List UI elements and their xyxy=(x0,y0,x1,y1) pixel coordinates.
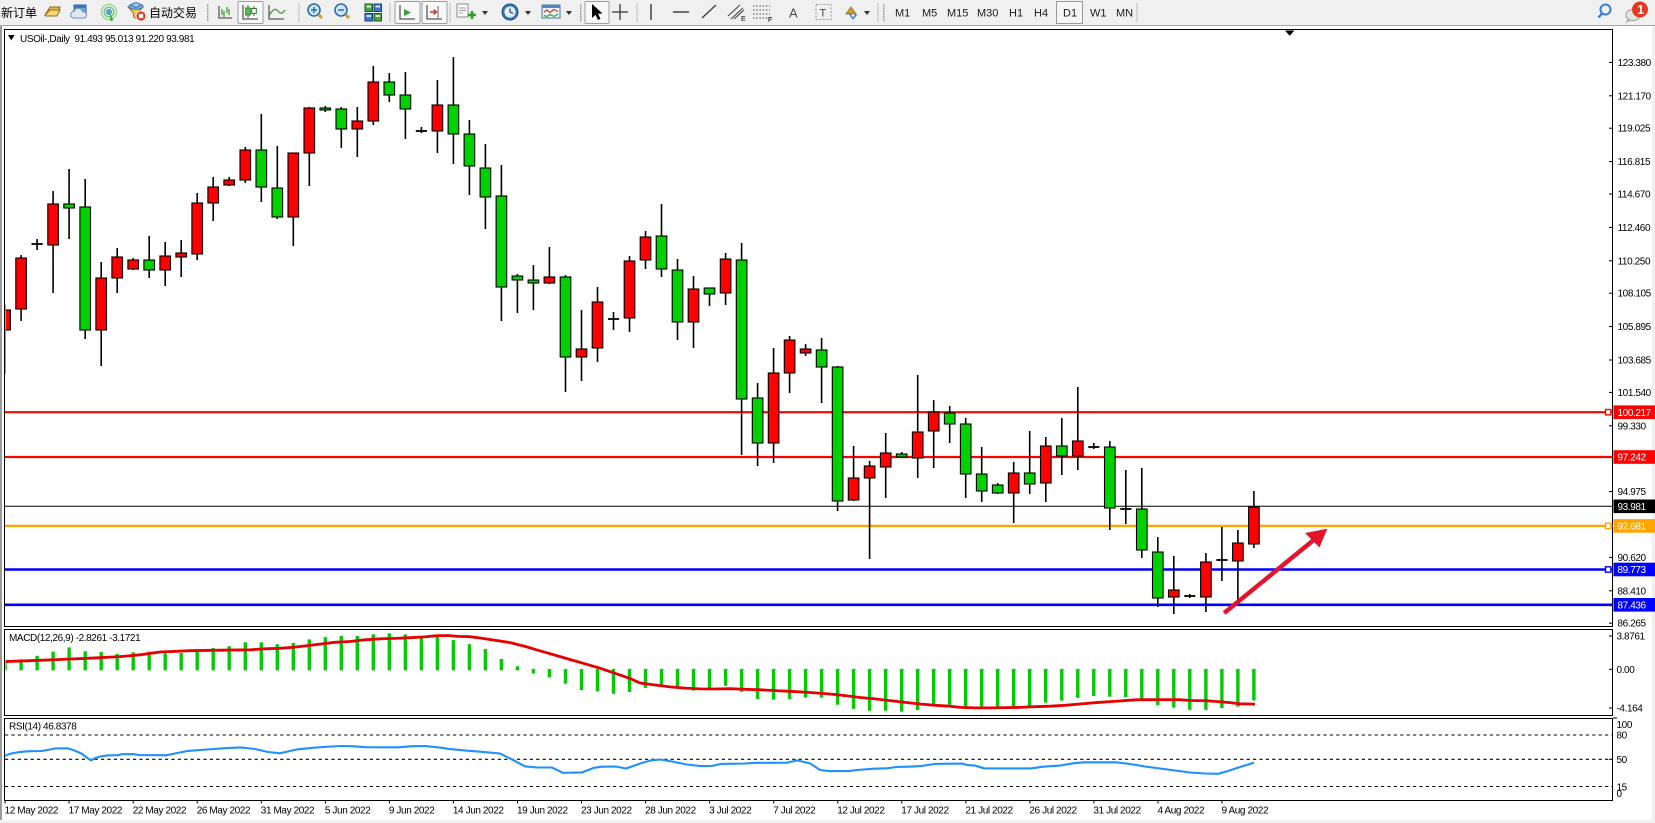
svg-text:M5: M5 xyxy=(922,8,937,20)
svg-text:94.975: 94.975 xyxy=(1618,487,1647,498)
svg-text:112.460: 112.460 xyxy=(1618,223,1651,234)
svg-text:A: A xyxy=(789,6,798,21)
svg-text:9 Aug 2022: 9 Aug 2022 xyxy=(1222,806,1269,817)
svg-text:100.217: 100.217 xyxy=(1618,408,1652,419)
svg-text:H4: H4 xyxy=(1034,8,1048,20)
svg-text:E: E xyxy=(741,16,746,23)
svg-text:99.330: 99.330 xyxy=(1618,421,1647,432)
svg-text:17 May 2022: 17 May 2022 xyxy=(69,806,123,817)
svg-text:31 Jul 2022: 31 Jul 2022 xyxy=(1093,806,1141,817)
svg-text:86.265: 86.265 xyxy=(1618,619,1647,630)
svg-text:新订单: 新订单 xyxy=(1,5,37,20)
svg-text:114.670: 114.670 xyxy=(1618,190,1651,201)
svg-text:80: 80 xyxy=(1617,731,1628,742)
svg-text:26 May 2022: 26 May 2022 xyxy=(197,806,251,817)
svg-text:M30: M30 xyxy=(977,8,998,20)
svg-text:110.250: 110.250 xyxy=(1618,256,1651,267)
svg-text:12 Jul 2022: 12 Jul 2022 xyxy=(837,806,885,817)
svg-text:12 May 2022: 12 May 2022 xyxy=(5,806,59,817)
svg-text:17 Jul 2022: 17 Jul 2022 xyxy=(901,806,949,817)
svg-text:15: 15 xyxy=(1617,783,1628,794)
svg-text:M1: M1 xyxy=(895,8,910,20)
svg-text:-4.164: -4.164 xyxy=(1617,704,1644,715)
svg-text:123.380: 123.380 xyxy=(1618,58,1652,69)
svg-text:101.540: 101.540 xyxy=(1618,388,1652,399)
svg-text:MACD(12,26,9) -2.8261 -3.1721: MACD(12,26,9) -2.8261 -3.1721 xyxy=(9,633,141,644)
svg-text:89.773: 89.773 xyxy=(1618,565,1647,576)
svg-text:90.620: 90.620 xyxy=(1618,553,1647,564)
svg-text:1: 1 xyxy=(1637,3,1644,17)
svg-text:108.105: 108.105 xyxy=(1618,289,1652,300)
svg-text:21 Jul 2022: 21 Jul 2022 xyxy=(965,806,1013,817)
svg-text:D1: D1 xyxy=(1063,8,1077,20)
svg-text:93.981: 93.981 xyxy=(1618,502,1647,513)
svg-text:100: 100 xyxy=(1617,720,1633,731)
svg-text:9 Jun 2022: 9 Jun 2022 xyxy=(389,806,435,817)
svg-text:87.436: 87.436 xyxy=(1618,600,1647,611)
svg-text:31 May 2022: 31 May 2022 xyxy=(261,806,315,817)
svg-text:22 May 2022: 22 May 2022 xyxy=(133,806,187,817)
svg-text:5 Jun 2022: 5 Jun 2022 xyxy=(325,806,371,817)
svg-text:105.895: 105.895 xyxy=(1618,322,1652,333)
svg-text:14 Jun 2022: 14 Jun 2022 xyxy=(453,806,504,817)
svg-text:USOil-,Daily 91.493 95.013 91: USOil-,Daily 91.493 95.013 91.220 93.981 xyxy=(20,34,195,45)
svg-text:3.8761: 3.8761 xyxy=(1617,632,1646,643)
svg-text:119.025: 119.025 xyxy=(1618,124,1651,135)
svg-text:0.00: 0.00 xyxy=(1617,665,1636,676)
svg-text:7 Jul 2022: 7 Jul 2022 xyxy=(773,806,816,817)
svg-text:26 Jul 2022: 26 Jul 2022 xyxy=(1029,806,1077,817)
svg-text:50: 50 xyxy=(1617,755,1628,766)
svg-text:RSI(14) 46.8378: RSI(14) 46.8378 xyxy=(9,722,77,733)
svg-text:W1: W1 xyxy=(1090,8,1107,20)
svg-text:F: F xyxy=(768,17,772,24)
svg-text:92.681: 92.681 xyxy=(1618,522,1647,533)
svg-text:97.242: 97.242 xyxy=(1618,453,1647,464)
svg-text:T: T xyxy=(820,8,827,20)
svg-text:H1: H1 xyxy=(1009,8,1023,20)
svg-text:4 Aug 2022: 4 Aug 2022 xyxy=(1158,806,1205,817)
svg-text:M15: M15 xyxy=(947,8,968,20)
svg-text:3 Jul 2022: 3 Jul 2022 xyxy=(709,806,752,817)
svg-text:103.685: 103.685 xyxy=(1618,356,1652,367)
svg-text:19 Jun 2022: 19 Jun 2022 xyxy=(517,806,568,817)
svg-text:0: 0 xyxy=(1617,789,1623,800)
svg-text:28 Jun 2022: 28 Jun 2022 xyxy=(645,806,696,817)
svg-text:116.815: 116.815 xyxy=(1618,157,1651,168)
svg-text:88.410: 88.410 xyxy=(1618,586,1647,597)
svg-text:自动交易: 自动交易 xyxy=(149,5,197,20)
svg-text:121.170: 121.170 xyxy=(1618,91,1652,102)
svg-text:MN: MN xyxy=(1116,8,1133,20)
svg-text:23 Jun 2022: 23 Jun 2022 xyxy=(581,806,632,817)
